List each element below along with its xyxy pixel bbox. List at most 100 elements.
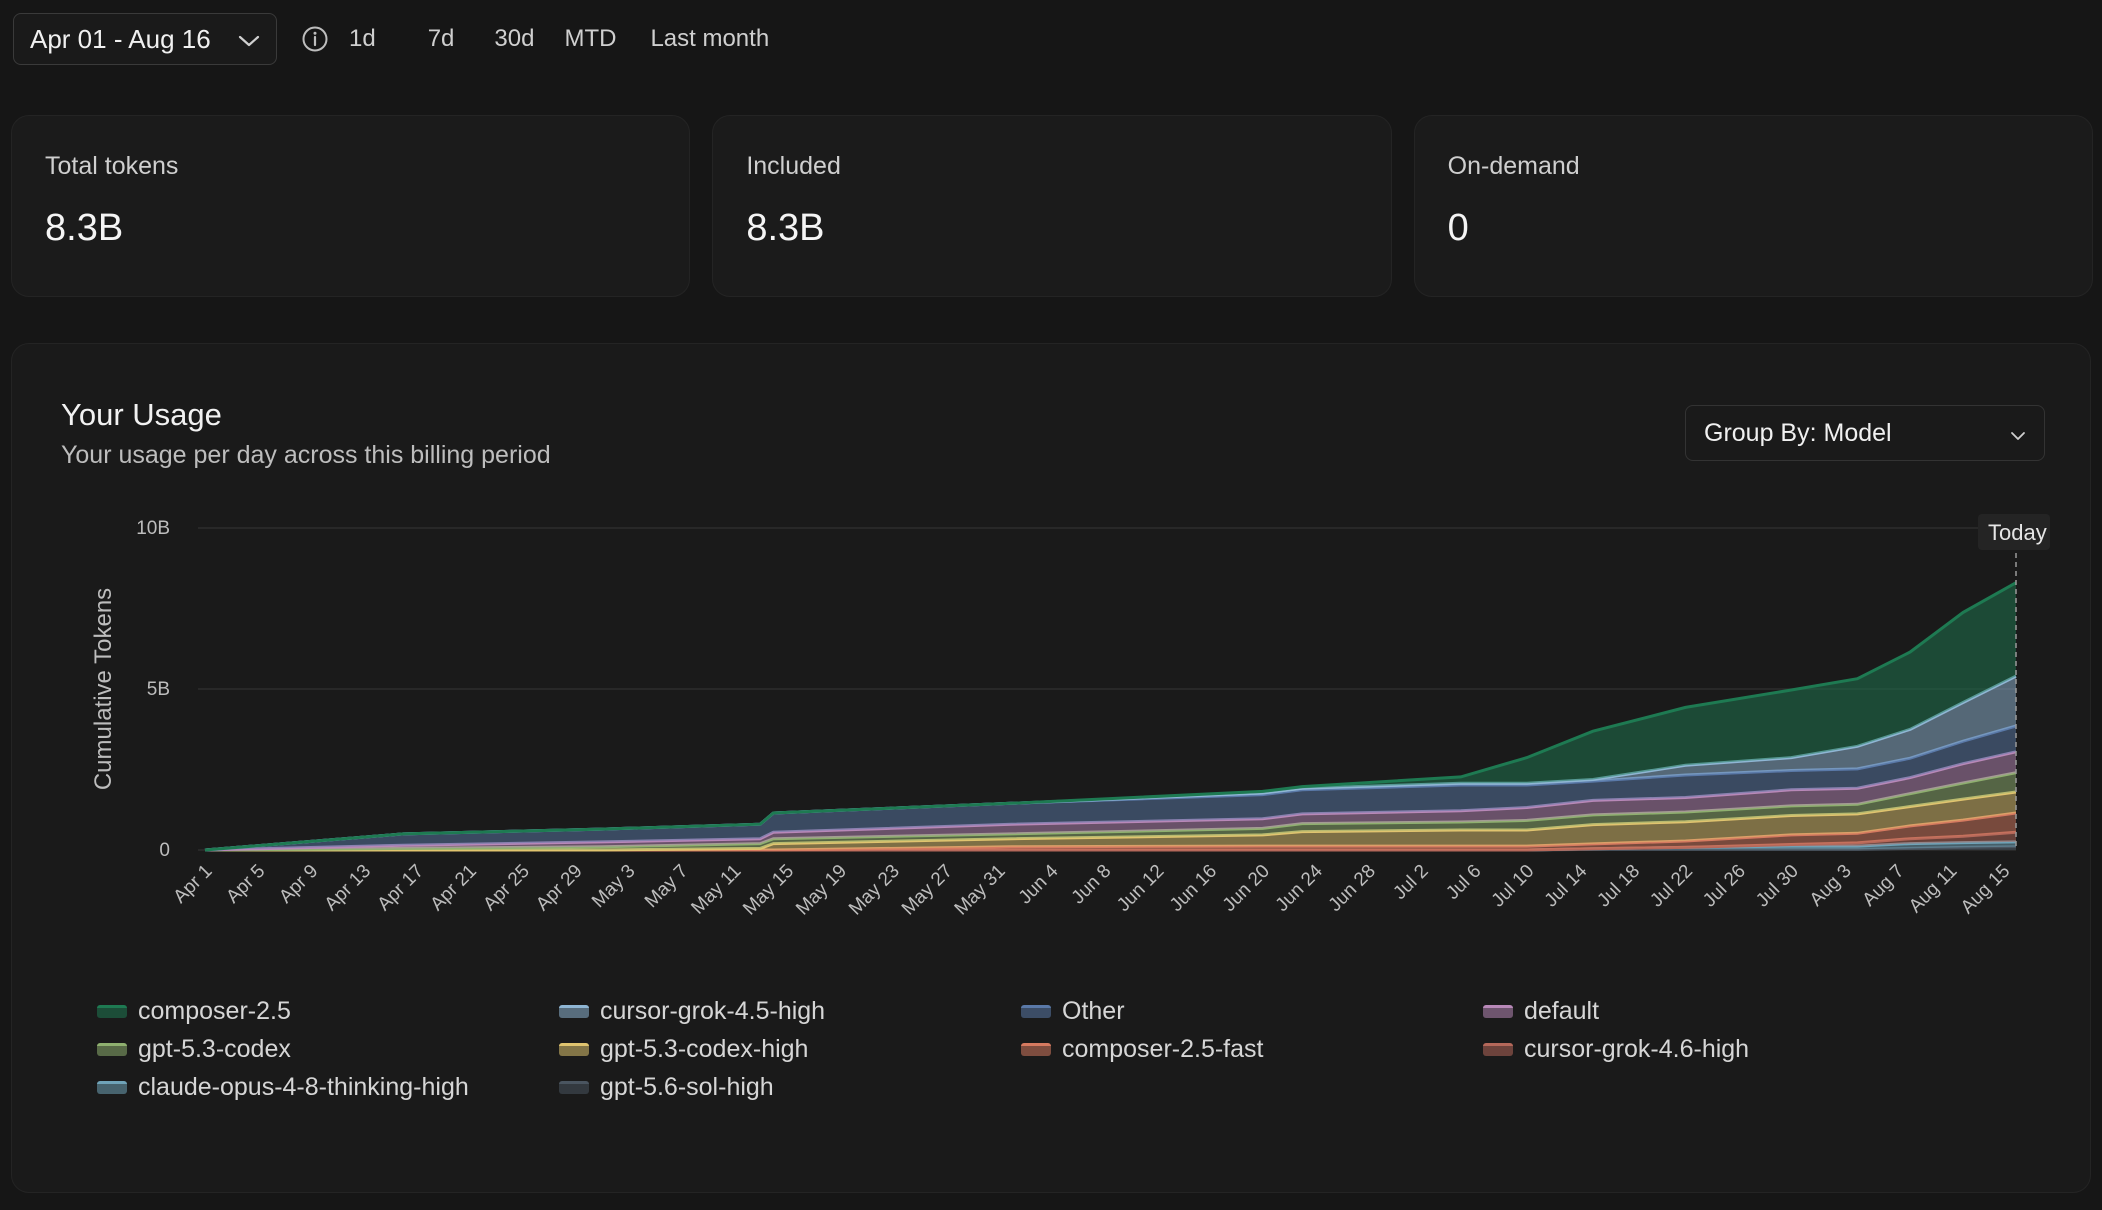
legend-swatch bbox=[1021, 1042, 1051, 1056]
legend-label: Other bbox=[1062, 996, 1125, 1025]
chevron-down-icon bbox=[238, 24, 260, 55]
legend-swatch bbox=[559, 1080, 589, 1094]
x-tick-label: Apr 13 bbox=[321, 861, 375, 915]
chart-legend: composer-2.5 cursor-grok-4.5-high Other def… bbox=[97, 996, 1957, 1102]
date-filter-bar: Apr 01 - Aug 16 1d 7d 30d MTD Last month bbox=[13, 12, 777, 66]
x-tick-label: May 11 bbox=[687, 861, 745, 919]
range-mtd-button[interactable]: MTD bbox=[564, 25, 617, 52]
x-tick-label: May 31 bbox=[951, 861, 1010, 920]
legend-label: default bbox=[1524, 996, 1600, 1025]
x-tick-label: Jul 6 bbox=[1442, 861, 1485, 904]
x-tick-label: May 19 bbox=[792, 861, 851, 920]
usage-subtitle: Your usage per day across this billing p… bbox=[61, 441, 551, 469]
stat-value: 8.3B bbox=[746, 207, 825, 249]
x-tick-label: Aug 15 bbox=[1957, 861, 2014, 918]
x-tick-label: Apr 25 bbox=[479, 861, 533, 915]
x-tick-label: Jul 18 bbox=[1593, 861, 1644, 912]
x-tick-label: Jul 22 bbox=[1646, 861, 1697, 912]
stat-label: Total tokens bbox=[45, 152, 179, 180]
included-card: Included 8.3B bbox=[712, 115, 1392, 297]
chevron-down-icon bbox=[2010, 419, 2026, 448]
x-tick-label: Jun 20 bbox=[1219, 861, 1274, 916]
usage-title: Your Usage bbox=[61, 397, 222, 432]
x-tick-label: May 27 bbox=[898, 861, 957, 920]
y-tick-label: 5B bbox=[147, 679, 170, 700]
legend-swatch bbox=[1021, 1004, 1051, 1018]
range-7d-button[interactable]: 7d bbox=[427, 25, 455, 52]
legend-item[interactable]: default bbox=[1483, 996, 1945, 1026]
series-area-5 bbox=[205, 772, 2016, 850]
x-tick-label: Aug 7 bbox=[1859, 861, 1909, 911]
legend-item[interactable]: composer-2.5 bbox=[97, 996, 559, 1026]
date-range-label: Apr 01 - Aug 16 bbox=[30, 23, 211, 54]
range-last-month-button[interactable]: Last month bbox=[650, 25, 770, 52]
x-tick-label: Jul 30 bbox=[1752, 861, 1803, 912]
stat-cards: Total tokens 8.3B Included 8.3B On-deman… bbox=[11, 115, 2093, 297]
x-tick-label: Apr 1 bbox=[170, 861, 217, 908]
x-tick-label: Apr 21 bbox=[426, 861, 480, 915]
info-icon[interactable] bbox=[299, 23, 331, 55]
legend-swatch bbox=[559, 1042, 589, 1056]
legend-swatch bbox=[1483, 1042, 1513, 1056]
legend-swatch bbox=[97, 1004, 127, 1018]
legend-label: gpt-5.3-codex bbox=[138, 1034, 291, 1063]
x-tick-label: Aug 11 bbox=[1905, 861, 1961, 917]
x-tick-label: May 7 bbox=[641, 861, 692, 912]
x-tick-label: Jul 10 bbox=[1488, 861, 1539, 912]
legend-item[interactable]: gpt-5.6-sol-high bbox=[559, 1072, 1021, 1102]
x-tick-label: Jun 28 bbox=[1325, 861, 1380, 916]
x-tick-label: Jul 14 bbox=[1541, 860, 1592, 911]
x-tick-label: Jun 12 bbox=[1113, 861, 1168, 916]
stat-label: Included bbox=[746, 152, 841, 180]
group-by-label: Group By: Model bbox=[1704, 418, 1892, 447]
x-tick-label: Jul 26 bbox=[1699, 861, 1750, 912]
x-tick-label: Apr 17 bbox=[374, 861, 428, 915]
legend-item[interactable]: gpt-5.3-codex-high bbox=[559, 1034, 1021, 1064]
legend-label: claude-opus-4-8-thinking-high bbox=[138, 1072, 469, 1101]
x-tick-label: May 15 bbox=[739, 861, 798, 920]
legend-label: gpt-5.3-codex-high bbox=[600, 1034, 809, 1063]
range-1d-button[interactable]: 1d bbox=[349, 25, 376, 52]
series-line-9 bbox=[204, 581, 2017, 852]
legend-swatch bbox=[97, 1080, 127, 1094]
stat-label: On-demand bbox=[1447, 152, 1580, 180]
group-by-dropdown[interactable]: Group By: Model bbox=[1685, 405, 2045, 461]
legend-swatch bbox=[1483, 1004, 1513, 1018]
date-range-dropdown[interactable]: Apr 01 - Aug 16 bbox=[13, 13, 277, 65]
stat-value: 8.3B bbox=[45, 207, 124, 249]
legend-label: cursor-grok-4.6-high bbox=[1524, 1034, 1750, 1063]
x-tick-label: Jun 24 bbox=[1272, 860, 1327, 915]
legend-item[interactable]: composer-2.5-fast bbox=[1021, 1034, 1483, 1064]
legend-item[interactable]: gpt-5.3-codex bbox=[97, 1034, 559, 1064]
legend-swatch bbox=[559, 1004, 589, 1018]
x-tick-label: May 3 bbox=[588, 861, 639, 912]
series-area-4 bbox=[205, 792, 2016, 850]
today-marker-label: Today bbox=[1988, 520, 2047, 545]
y-tick-label: 10B bbox=[136, 518, 170, 539]
x-tick-label: Jun 16 bbox=[1166, 861, 1221, 916]
x-tick-label: Apr 29 bbox=[532, 861, 586, 915]
legend-item[interactable]: claude-opus-4-8-thinking-high bbox=[97, 1072, 559, 1102]
legend-item[interactable]: cursor-grok-4.5-high bbox=[559, 996, 1021, 1026]
legend-swatch bbox=[97, 1042, 127, 1056]
series-area-6 bbox=[205, 751, 2016, 850]
x-tick-label: Jul 2 bbox=[1389, 861, 1432, 904]
y-tick-label: 0 bbox=[159, 840, 170, 861]
legend-label: composer-2.5-fast bbox=[1062, 1034, 1264, 1063]
legend-label: gpt-5.6-sol-high bbox=[600, 1072, 774, 1101]
x-tick-label: Jun 8 bbox=[1068, 861, 1116, 909]
x-tick-label: May 23 bbox=[845, 861, 904, 920]
x-tick-label: Apr 5 bbox=[222, 861, 269, 908]
legend-item[interactable]: Other bbox=[1021, 996, 1483, 1026]
usage-panel: 0 5B 10B Cumulative Tokens Apr 1 Apr 5 Apr 9 Ap… bbox=[11, 343, 2091, 1193]
legend-item[interactable]: cursor-grok-4.6-high bbox=[1483, 1034, 1945, 1064]
y-axis-label: Cumulative Tokens bbox=[90, 588, 117, 790]
x-tick-label: Apr 9 bbox=[275, 861, 322, 908]
range-30d-button[interactable]: 30d bbox=[494, 25, 535, 52]
series-area-7 bbox=[205, 726, 2016, 850]
stat-value: 0 bbox=[1447, 207, 1469, 249]
legend-label: cursor-grok-4.5-high bbox=[600, 996, 826, 1025]
series-area-1 bbox=[205, 841, 2016, 850]
x-tick-label: Jun 4 bbox=[1015, 860, 1063, 908]
today-marker-box bbox=[1978, 514, 2050, 550]
